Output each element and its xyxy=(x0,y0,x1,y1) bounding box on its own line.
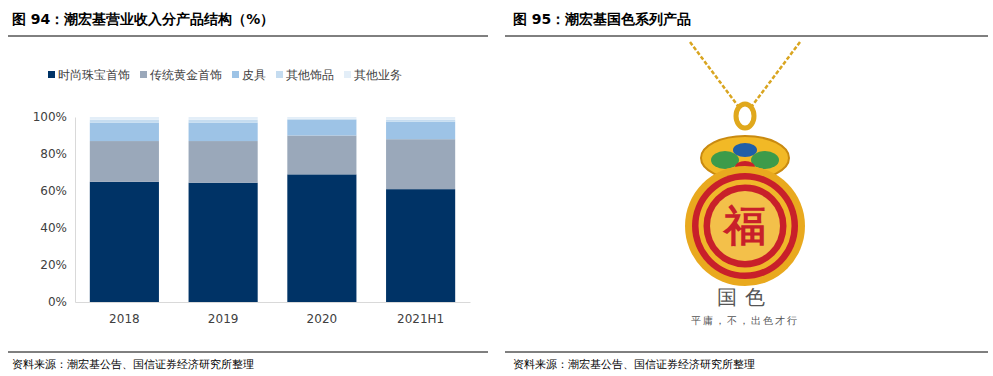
bar-segment xyxy=(90,123,159,142)
title-rule xyxy=(505,36,988,37)
image-caption: 国色 xyxy=(717,285,773,309)
bar-segment xyxy=(386,120,455,122)
legend-item: 传统黄金首饰 xyxy=(140,68,222,82)
y-axis-line xyxy=(75,118,76,303)
legend-swatch xyxy=(48,71,55,78)
bar-segment xyxy=(189,117,258,120)
y-tick: 20% xyxy=(40,258,75,272)
legend-swatch xyxy=(276,71,283,78)
y-tick: 0% xyxy=(48,295,75,309)
legend-item: 皮具 xyxy=(232,68,266,82)
bar-segment xyxy=(189,183,258,302)
image-slogan: 平庸，不，出色才行 xyxy=(691,315,799,326)
y-tick: 60% xyxy=(40,184,75,198)
bars xyxy=(90,117,455,302)
chart-title: 图 94：潮宏基营业收入分产品结构（%） xyxy=(12,11,274,27)
bar-segment xyxy=(287,136,356,175)
source-rule xyxy=(8,352,488,353)
series xyxy=(90,117,455,120)
bar-segment xyxy=(90,117,159,120)
ornament-green xyxy=(711,151,739,169)
x-axis: 2018 2019 2020 2021H1 xyxy=(76,302,471,326)
legend-label: 时尚珠宝首饰 xyxy=(58,68,130,82)
series xyxy=(90,174,455,302)
image-title: 图 95：潮宏基国色系列产品 xyxy=(513,11,691,27)
legend-label: 其他业务 xyxy=(354,68,402,82)
medallion-ring xyxy=(701,182,789,270)
x-tick: 2019 xyxy=(208,302,239,326)
y-axis: 0% 20% 40% 60% 80% 100% xyxy=(33,110,76,309)
medallion-inner xyxy=(710,191,780,261)
bar-segment xyxy=(189,123,258,142)
pendant: 福 xyxy=(685,42,805,286)
legend-label: 其他饰品 xyxy=(286,68,334,82)
y-tick-label: 80% xyxy=(40,147,67,161)
bar-segment xyxy=(189,141,258,183)
x-axis-line xyxy=(76,302,471,303)
x-tick-label: 2020 xyxy=(307,312,338,326)
y-tick-label: 100% xyxy=(33,110,67,124)
legend-item: 其他业务 xyxy=(344,68,402,82)
legend: 时尚珠宝首饰 传统黄金首饰 皮具 其他饰品 其他业务 xyxy=(48,68,402,82)
bail xyxy=(736,104,754,128)
y-tick: 80% xyxy=(40,147,75,161)
bar-segment xyxy=(386,117,455,120)
bar-segment xyxy=(287,174,356,302)
source-rule xyxy=(505,352,988,353)
bar-segment xyxy=(287,117,356,119)
series xyxy=(90,120,455,141)
bar-segment xyxy=(90,141,159,182)
title-rule xyxy=(8,36,488,37)
image-source: 资料来源：潮宏基公告、国信证券经济研究所整理 xyxy=(513,358,755,371)
x-tick: 2018 xyxy=(109,302,140,326)
bar-segment xyxy=(287,120,356,136)
legend-swatch xyxy=(344,71,351,78)
bar-segment xyxy=(90,120,159,123)
legend-item: 时尚珠宝首饰 xyxy=(48,68,130,82)
bar-segment xyxy=(386,139,455,189)
legend-swatch xyxy=(232,71,239,78)
x-tick-label: 2019 xyxy=(208,312,239,326)
chain xyxy=(690,42,800,106)
series xyxy=(90,136,455,190)
x-tick: 2020 xyxy=(307,302,338,326)
x-tick-label: 2018 xyxy=(109,312,140,326)
y-tick-label: 0% xyxy=(48,295,67,309)
medallion-character: 福 xyxy=(722,201,766,250)
bar-segment xyxy=(386,189,455,302)
medallion-rim xyxy=(685,166,805,286)
y-tick: 100% xyxy=(33,110,75,124)
bar-segment xyxy=(189,120,258,123)
ornament-green xyxy=(751,151,779,169)
legend-swatch xyxy=(140,71,147,78)
bar-segment xyxy=(90,182,159,302)
x-tick-label: 2021H1 xyxy=(397,312,444,326)
legend-label: 传统黄金首饰 xyxy=(150,68,222,82)
bar-segment xyxy=(386,122,455,140)
legend-label: 皮具 xyxy=(242,68,266,82)
ornament-blue xyxy=(733,143,757,157)
y-tick: 40% xyxy=(40,221,75,235)
x-tick: 2021H1 xyxy=(397,302,444,326)
y-tick-label: 60% xyxy=(40,184,67,198)
page: 图 94：潮宏基营业收入分产品结构（%） 资料来源：潮宏基公告、国信证券经济研究所… xyxy=(0,0,993,376)
medallion-red xyxy=(692,173,798,279)
chart-source: 资料来源：潮宏基公告、国信证券经济研究所整理 xyxy=(12,358,254,371)
y-tick-label: 40% xyxy=(40,221,67,235)
y-tick-label: 20% xyxy=(40,258,67,272)
legend-item: 其他饰品 xyxy=(276,68,334,82)
